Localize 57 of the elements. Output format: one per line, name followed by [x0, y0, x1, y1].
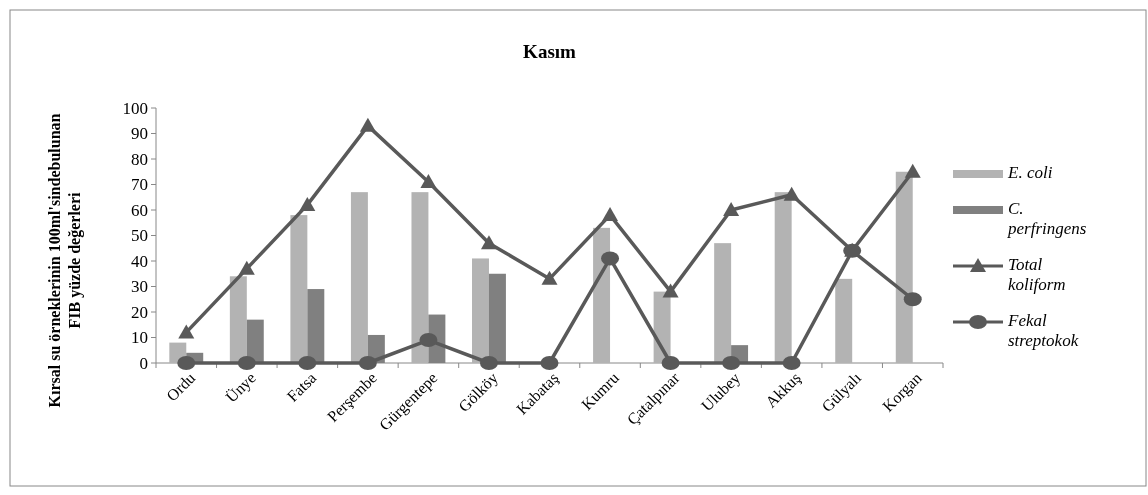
bar: [411, 192, 429, 363]
y-tick-label: 90: [131, 124, 148, 144]
bar: [350, 192, 368, 363]
bar: [472, 258, 489, 363]
point: [419, 333, 438, 348]
y-tick-label: 30: [131, 277, 148, 297]
y-tick-label: 50: [131, 226, 148, 246]
legend-label: C. perfringens: [1007, 199, 1087, 238]
point: [359, 117, 376, 132]
y-tick-label: 80: [131, 149, 148, 169]
legend-label: Fekal streptokok: [1007, 311, 1079, 350]
bar: [290, 215, 308, 363]
point: [904, 163, 921, 178]
point: [903, 292, 922, 307]
x-tick-label: Fatsa: [283, 369, 320, 405]
point: [237, 356, 256, 370]
bar: [229, 276, 247, 363]
bar: [714, 243, 732, 363]
point: [601, 251, 620, 266]
y-axis-title: Kırsal su örneklerinin 100ml'sindebulunan FIB yüzde değerleri: [46, 113, 84, 408]
y-tick-label: 10: [131, 328, 148, 348]
point: [661, 356, 680, 370]
bar: [307, 289, 325, 363]
point: [480, 235, 497, 250]
x-tick-label: Ordu: [163, 369, 199, 405]
point: [479, 356, 498, 370]
y-tick-label: 100: [122, 98, 148, 118]
point: [540, 356, 559, 370]
bar: [774, 192, 792, 363]
bar: [895, 171, 913, 363]
point: [358, 356, 377, 370]
legend-label: Total koliform: [1008, 255, 1066, 294]
point: [420, 173, 437, 188]
point: [238, 260, 255, 275]
y-tick-label: 40: [131, 251, 148, 271]
y-tick-label: 0: [139, 353, 148, 373]
point: [783, 186, 800, 201]
point: [298, 356, 317, 370]
y-tick-label: 70: [131, 175, 148, 195]
point: [782, 356, 801, 370]
chart-title: Kasım: [523, 41, 577, 62]
point: [299, 196, 316, 211]
point: [541, 270, 558, 285]
x-tick-label: Ünye: [222, 369, 260, 407]
y-tick-label: 60: [131, 200, 148, 220]
point: [662, 283, 679, 298]
bar: [246, 319, 264, 363]
point: [722, 356, 741, 370]
point: [178, 324, 195, 339]
legend-label: E. coli: [1007, 163, 1053, 182]
y-tick-label: 20: [131, 302, 148, 322]
point: [177, 356, 196, 370]
bar: [488, 273, 506, 363]
bar: [593, 227, 611, 363]
point: [602, 207, 619, 222]
bar: [835, 278, 853, 363]
point: [723, 202, 740, 216]
